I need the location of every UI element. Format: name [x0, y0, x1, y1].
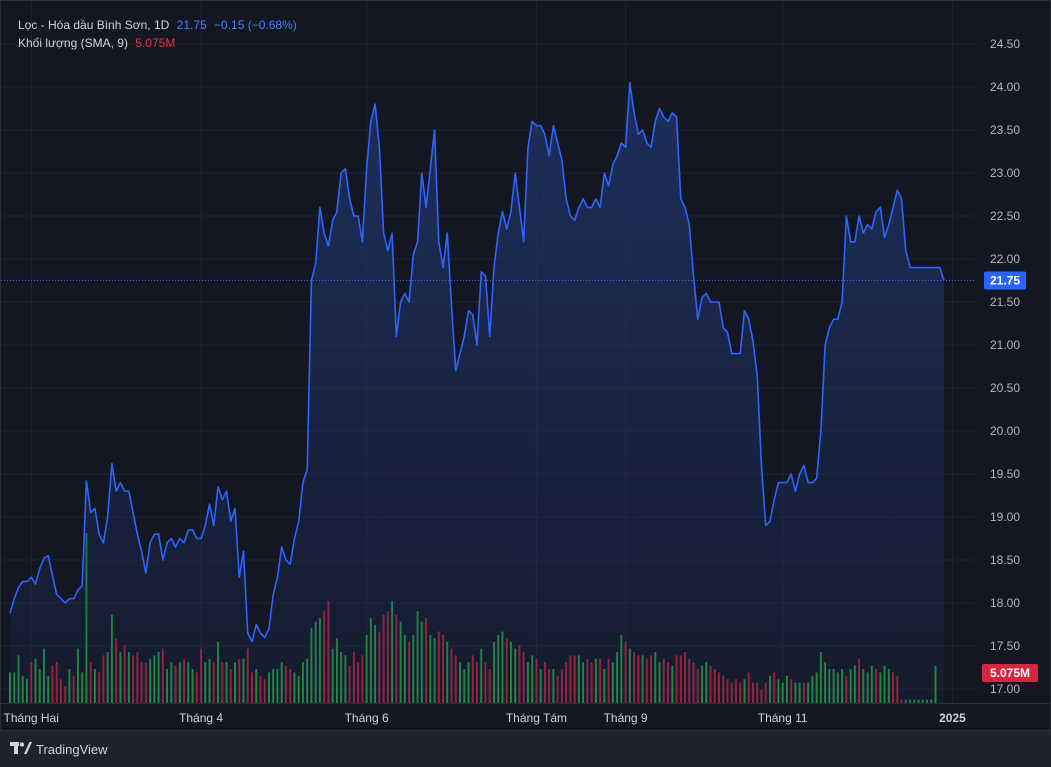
x-tick-label: Tháng Tám — [506, 711, 567, 725]
x-tick-label: Tháng 9 — [604, 711, 648, 725]
y-tick-label: 21.00 — [990, 338, 1020, 352]
x-tick-label: Tháng 6 — [345, 711, 389, 725]
price-change-value: −0.15 (−0.68%) — [214, 18, 297, 32]
y-tick-label: 20.50 — [990, 381, 1020, 395]
y-tick-label: 18.50 — [990, 553, 1020, 567]
price-line[interactable] — [9, 81, 945, 643]
volume-value-badge-label: 5.075M — [990, 666, 1030, 680]
chart-legend: Lọc - Hóa dầu Bình Sơn, 1D 21.75 −0.15 (… — [18, 16, 297, 52]
x-tick-label: Tháng 11 — [758, 711, 808, 725]
y-tick-label: 23.50 — [990, 123, 1020, 137]
y-tick-label: 17.50 — [990, 639, 1020, 653]
legend-volume-row[interactable]: Khối lượng (SMA, 9) 5.075M — [18, 34, 297, 52]
y-tick-label: 22.50 — [990, 209, 1020, 223]
y-tick-label: 19.50 — [990, 467, 1020, 481]
y-tick-label: 18.00 — [990, 596, 1020, 610]
price-area-fill — [10, 82, 944, 703]
tradingview-branding[interactable]: TradingView — [10, 738, 108, 760]
brand-name: TradingView — [36, 741, 108, 757]
y-tick-label: 24.00 — [990, 80, 1020, 94]
price-chart[interactable]: 17.00 17.50 18.00 18.50 19.00 19.50 20.00 20.50… — [0, 0, 1051, 731]
x-tick-label: 2025 — [939, 711, 966, 725]
y-tick-label: 22.00 — [990, 252, 1020, 266]
last-price-badge-label: 21.75 — [990, 274, 1020, 288]
x-tick-label: Tháng Hai — [4, 711, 59, 725]
volume-value-badge — [982, 664, 1038, 682]
tradingview-logo-icon — [10, 741, 32, 758]
y-tick-label: 17.00 — [990, 682, 1020, 696]
volume-indicator-title[interactable]: Khối lượng (SMA, 9) — [18, 36, 128, 50]
y-tick-label: 24.50 — [990, 37, 1020, 51]
y-tick-label: 21.50 — [990, 295, 1020, 309]
y-tick-label: 19.00 — [990, 510, 1020, 524]
last-price-badge — [984, 271, 1026, 290]
legend-symbol-row[interactable]: Lọc - Hóa dầu Bình Sơn, 1D 21.75 −0.15 (… — [18, 16, 297, 34]
last-price-value: 21.75 — [176, 18, 207, 32]
x-tick-label: Tháng 4 — [179, 711, 223, 725]
y-tick-label: 20.00 — [990, 424, 1020, 438]
volume-indicator-value: 5.075M — [135, 36, 176, 50]
symbol-title[interactable]: Lọc - Hóa dầu Bình Sơn, 1D — [18, 18, 170, 32]
y-tick-label: 23.00 — [990, 166, 1020, 180]
